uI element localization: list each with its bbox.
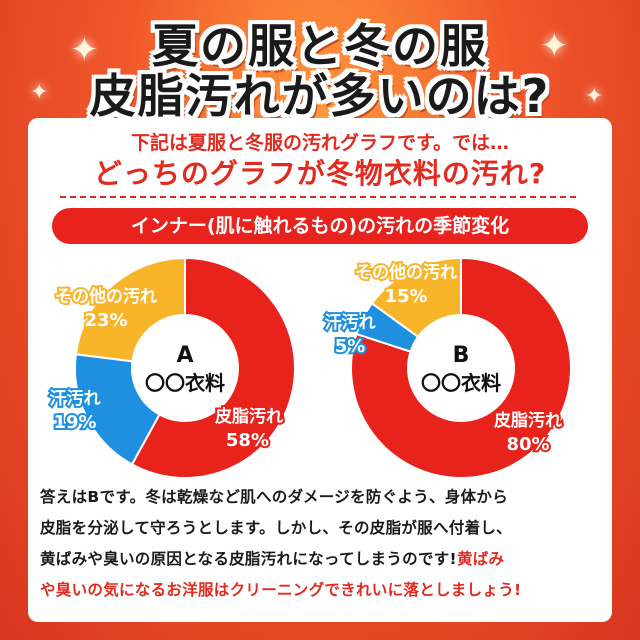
- sparkle-icon: ✦: [30, 80, 49, 105]
- answer-line3-text: 黄ばみや臭いの原因となる皮脂汚れになってしまうのです!: [40, 550, 457, 568]
- slice-value-label: 5%: [335, 336, 366, 357]
- slice-name-label: 皮脂汚れ: [215, 406, 283, 427]
- answer-highlight: 黄ばみ: [456, 550, 505, 568]
- slice-name-label: 皮脂汚れ: [494, 410, 562, 431]
- answer-line3: 黄ばみや臭いの原因となる皮脂汚れになってしまうのです!黄ばみ: [40, 544, 604, 575]
- answer-text: 答えはBです。冬は乾燥など肌へのダメージを防ぐよう、身体から 皮脂を分泌して守ろ…: [40, 482, 604, 606]
- slice-name-label: 汗汚れ: [325, 312, 376, 333]
- center-letter: A: [176, 343, 193, 368]
- answer-line2: 皮脂を分泌して守ろうとします。しかし、その皮脂が服へ付着し、: [40, 519, 512, 537]
- slice-value-label: 15%: [384, 286, 427, 307]
- chart-banner: インナー(肌に触れるもの)の汚れの季節変化: [52, 208, 588, 244]
- subtitle-question: どっちのグラフが冬物衣料の汚れ?: [93, 157, 547, 190]
- donut-slice: [130, 256, 296, 479]
- slice-value-label: 23%: [84, 310, 127, 331]
- answer-line4: や臭いの気になるお洋服はクリーニングできれいに落としましょう!: [40, 581, 522, 599]
- slice-value-label: 58%: [226, 430, 269, 451]
- sparkle-icon: ✦: [540, 26, 569, 66]
- divider: [60, 196, 580, 198]
- slice-value-label: 19%: [53, 412, 96, 433]
- answer-line1: 答えはBです。冬は乾燥など肌へのダメージを防ぐよう、身体から: [40, 488, 508, 506]
- slice-name-label: 汗汚れ: [50, 388, 101, 409]
- slice-name-label: その他の汚れ: [355, 262, 457, 283]
- page-title-line2: 皮脂汚れが多いのは?: [89, 69, 551, 123]
- slice-name-label: その他の汚れ: [55, 286, 157, 307]
- donut-hole: [408, 315, 514, 421]
- subtitle-line1: 下記は夏服と冬服の汚れグラフです。では…: [130, 132, 510, 154]
- page-title-line1: 夏の服と冬の服: [152, 19, 488, 73]
- center-letter: B: [453, 343, 470, 368]
- sparkle-icon: ✦: [585, 84, 604, 109]
- slice-value-label: 80%: [506, 434, 549, 455]
- center-name: 〇〇衣料: [421, 371, 501, 395]
- center-name: 〇〇衣料: [145, 371, 225, 395]
- donut-hole: [132, 315, 238, 421]
- sparkle-icon: ✦: [70, 30, 99, 70]
